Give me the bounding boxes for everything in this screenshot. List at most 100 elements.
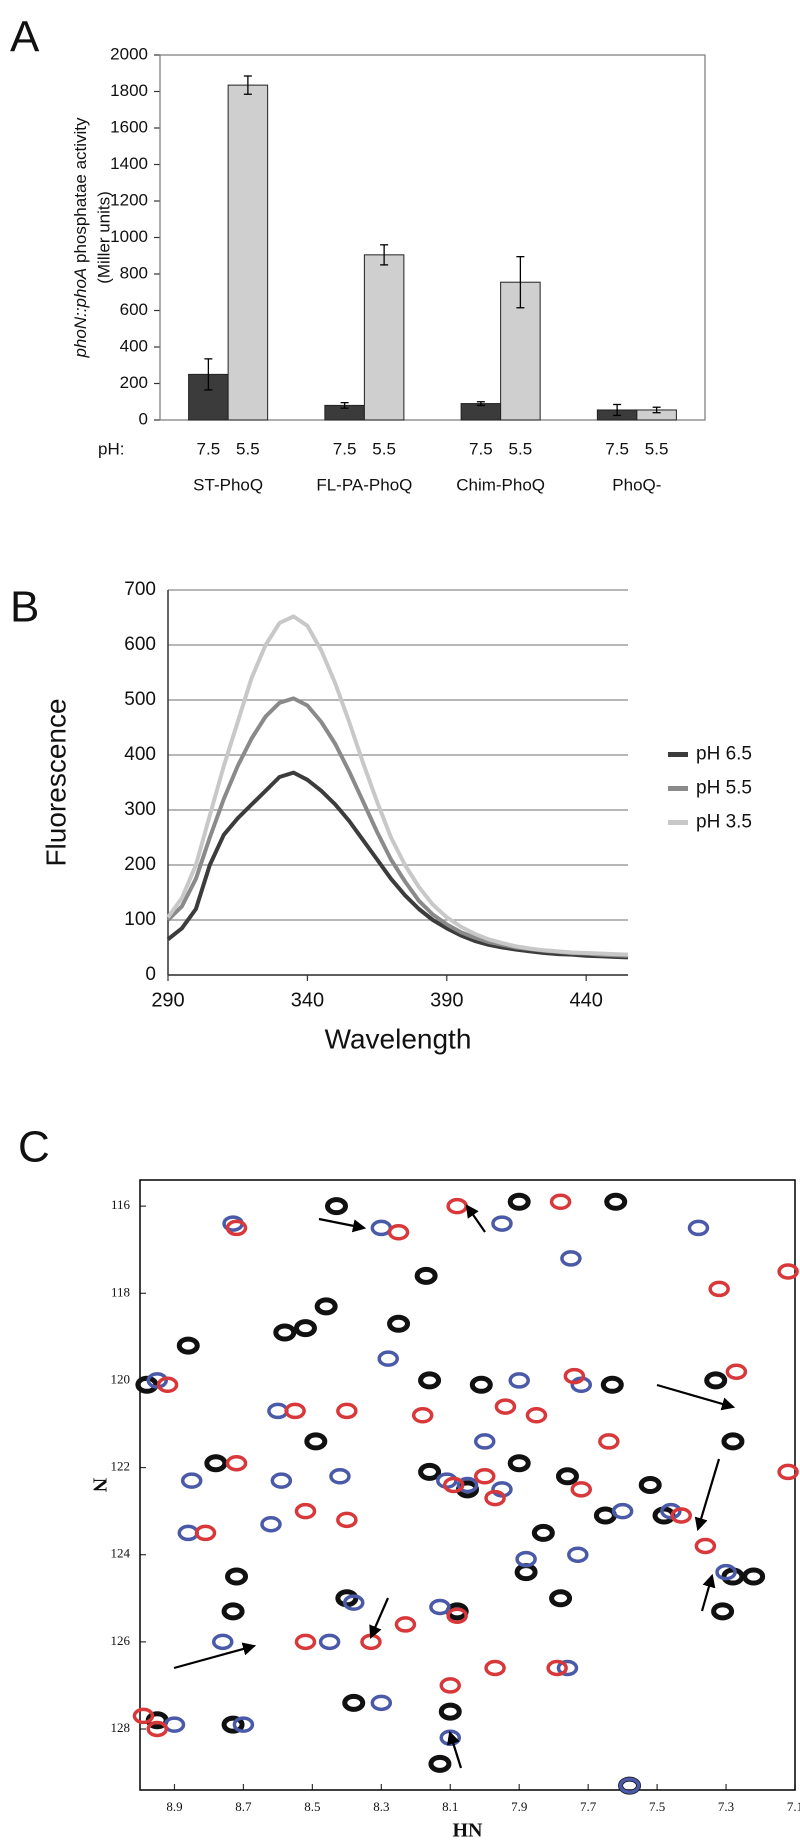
peak (232, 1716, 255, 1733)
series-label: 5.5 (645, 439, 669, 458)
x-tick-label: 8.9 (166, 1799, 182, 1814)
arrow (173, 1642, 257, 1670)
peak (563, 1367, 586, 1385)
y-tick-label: 118 (111, 1284, 130, 1299)
y-tick-label: 122 (111, 1459, 131, 1474)
y-tick-label: 1600 (110, 117, 148, 136)
y-tick-label: 1200 (110, 190, 148, 209)
peak (598, 1433, 620, 1450)
peak (721, 1432, 745, 1451)
y-tick-label: 800 (120, 263, 148, 282)
arrow (700, 1573, 716, 1612)
series-label: 5.5 (236, 439, 260, 458)
peak (618, 1777, 641, 1794)
series-label: 7.5 (197, 439, 221, 458)
peak (418, 1462, 442, 1481)
x-tick-label: PhoQ- (612, 475, 661, 494)
peak (225, 1567, 249, 1586)
peak (293, 1319, 317, 1338)
x-tick-label: 440 (569, 989, 602, 1011)
peak (439, 1677, 462, 1694)
peak (593, 1506, 617, 1525)
x-tick-label: 8.5 (304, 1799, 320, 1814)
legend-label: pH 3.5 (696, 812, 752, 833)
arrow (656, 1383, 736, 1411)
peak (370, 1694, 393, 1712)
x-tick-label: 7.1 (787, 1799, 800, 1814)
y-tick-label: 200 (124, 854, 156, 875)
peak (715, 1563, 737, 1581)
x-tick-label: 7.7 (580, 1799, 597, 1814)
x-tick-label: 7.3 (718, 1799, 734, 1814)
peak (456, 1476, 479, 1494)
peak (570, 1481, 593, 1498)
peak (221, 1602, 245, 1621)
peak (742, 1567, 766, 1586)
line-series (166, 696, 629, 958)
peak (711, 1602, 735, 1621)
peak (156, 1376, 179, 1394)
x-tick-label: 8.3 (373, 1799, 389, 1814)
x-axis-label: HN (453, 1820, 484, 1842)
y-axis-label: N (88, 1478, 110, 1493)
peak (294, 1633, 317, 1651)
peak (555, 1467, 579, 1486)
peak (294, 1502, 317, 1520)
peak (284, 1402, 306, 1420)
peak (387, 1224, 410, 1241)
peak (225, 1219, 248, 1237)
y-tick-label: 0 (145, 964, 156, 985)
peak (163, 1716, 186, 1733)
peak (304, 1432, 328, 1451)
y-axis-label: phoN::phoA phosphatae activity (71, 117, 90, 359)
x-tick-label: 7.5 (649, 1799, 665, 1814)
line-series (166, 614, 629, 957)
peak (473, 1468, 496, 1485)
arrows (173, 1204, 736, 1769)
x-axis-label: Wavelength (325, 1023, 472, 1054)
y-tick-label: 2000 (110, 44, 148, 63)
peak (567, 1546, 589, 1563)
peak (221, 1715, 245, 1734)
peak (342, 1594, 365, 1611)
peak (484, 1489, 506, 1507)
y-tick-label: 126 (111, 1633, 131, 1648)
x-tick-label: FL-PA-PhoQ (316, 475, 412, 494)
group-label: pH: (98, 439, 124, 458)
peak (336, 1511, 358, 1529)
x-tick-label: 390 (430, 989, 463, 1011)
peak (394, 1616, 417, 1633)
panel-label: B (10, 583, 39, 632)
y-tick-label: 0 (139, 409, 148, 428)
y-axis-label-text: phosphatae activity (71, 117, 90, 268)
peak (525, 1407, 548, 1424)
peak (177, 1524, 200, 1542)
y-tick-label: 100 (124, 909, 156, 930)
peak (549, 1193, 572, 1211)
x-tick-label: Chim-PhoQ (456, 475, 545, 494)
series-label: 7.5 (605, 439, 629, 458)
y-tick-label: 1000 (110, 227, 148, 246)
peak (507, 1454, 531, 1473)
peak (211, 1633, 234, 1651)
peak (194, 1524, 217, 1542)
peak (387, 1314, 411, 1333)
peak (267, 1402, 289, 1420)
peak (414, 1266, 438, 1285)
peak (508, 1372, 530, 1389)
x-tick-label: 8.1 (442, 1799, 458, 1814)
x-tick-label: 7.9 (511, 1799, 527, 1814)
peak (507, 1192, 531, 1211)
x-tick-label: 290 (151, 989, 184, 1011)
peak (428, 1754, 452, 1773)
panel-label: C (18, 1123, 50, 1172)
peak (225, 1454, 248, 1472)
y-tick-label: 1800 (110, 81, 148, 100)
y-axis-label-units: (Miller units) (94, 191, 113, 284)
bar (227, 84, 269, 421)
peak (549, 1589, 573, 1608)
peak (204, 1454, 228, 1473)
bar (363, 254, 405, 421)
y-tick-label: 500 (124, 689, 156, 710)
peak (546, 1659, 568, 1677)
